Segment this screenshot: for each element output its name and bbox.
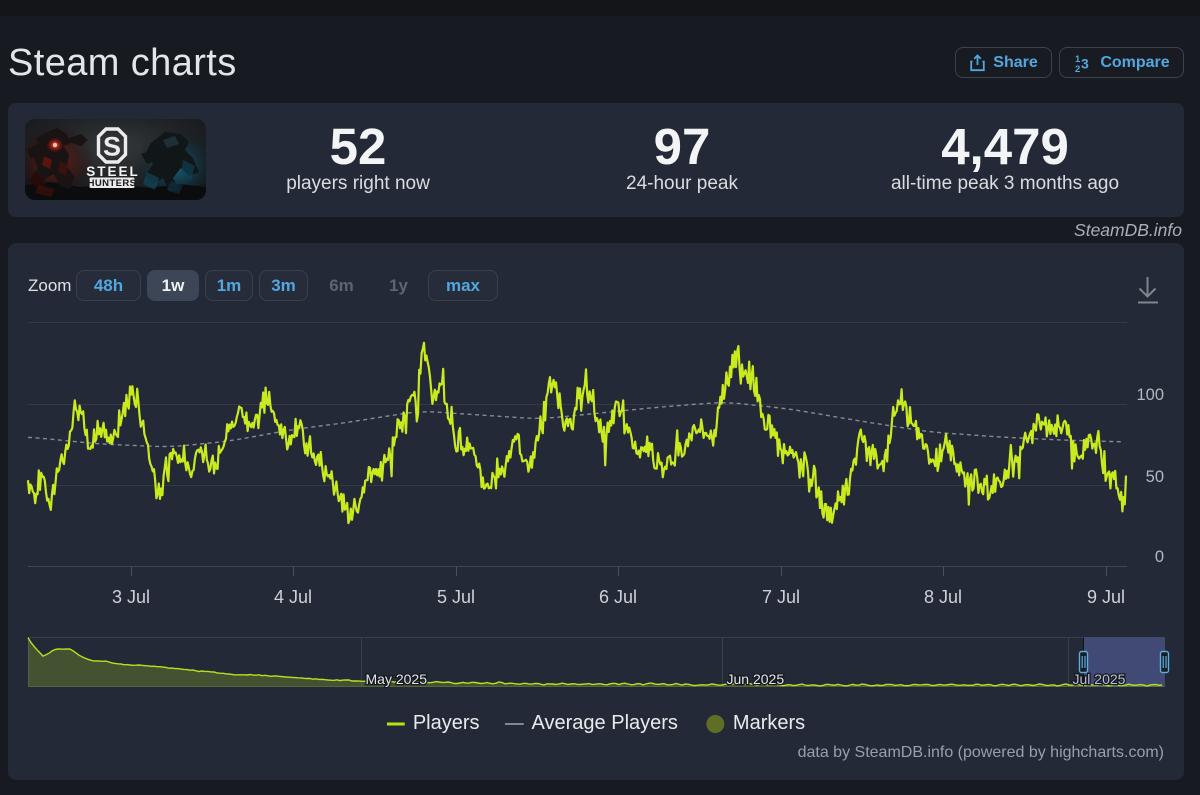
svg-text:1: 1 xyxy=(1075,54,1081,65)
svg-text:6 Jul: 6 Jul xyxy=(599,587,637,607)
svg-text:Jul 2025: Jul 2025 xyxy=(1073,671,1126,687)
svg-text:HUNTERS: HUNTERS xyxy=(88,178,137,189)
svg-text:STEEL: STEEL xyxy=(86,164,140,179)
svg-text:7 Jul: 7 Jul xyxy=(762,587,800,607)
svg-text:2: 2 xyxy=(1075,64,1080,73)
svg-text:3: 3 xyxy=(1081,55,1089,71)
svg-text:3 Jul: 3 Jul xyxy=(112,587,150,607)
svg-text:Jun 2025: Jun 2025 xyxy=(727,671,785,687)
svg-text:S: S xyxy=(103,132,121,162)
svg-text:4 Jul: 4 Jul xyxy=(274,587,312,607)
svg-text:50: 50 xyxy=(1146,468,1164,486)
svg-text:9 Jul: 9 Jul xyxy=(1087,587,1125,607)
svg-text:100: 100 xyxy=(1136,386,1164,404)
svg-text:8 Jul: 8 Jul xyxy=(924,587,962,607)
svg-text:May 2025: May 2025 xyxy=(366,671,428,687)
svg-text:5 Jul: 5 Jul xyxy=(437,587,475,607)
svg-text:0: 0 xyxy=(1155,548,1164,566)
